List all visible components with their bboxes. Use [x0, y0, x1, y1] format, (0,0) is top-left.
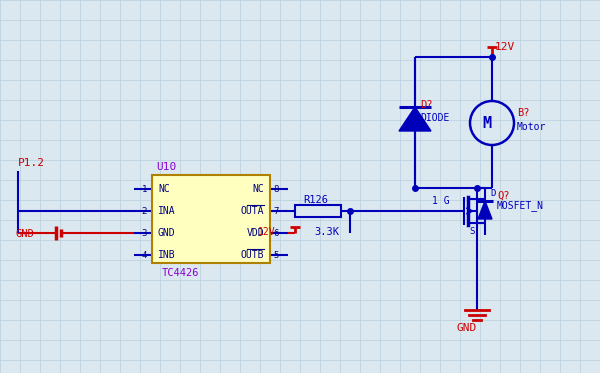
Text: R126: R126 [303, 195, 328, 205]
Text: VDD: VDD [247, 228, 264, 238]
Text: OUTB: OUTB [241, 250, 264, 260]
Text: B?: B? [517, 108, 530, 118]
Bar [295, 205, 341, 217]
Polygon shape [478, 201, 492, 219]
Bar [152, 175, 270, 263]
Text: 12V: 12V [257, 227, 275, 237]
Text: NC: NC [252, 184, 264, 194]
Text: 5: 5 [273, 251, 278, 260]
Text: NC: NC [158, 184, 170, 194]
Text: MOSFET_N: MOSFET_N [497, 201, 544, 211]
Text: D: D [490, 188, 496, 197]
Polygon shape [399, 107, 431, 131]
Text: 7: 7 [273, 207, 278, 216]
Text: 6: 6 [273, 229, 278, 238]
Text: 3: 3 [142, 229, 147, 238]
Text: 3.3K: 3.3K [314, 227, 339, 237]
Text: GND: GND [158, 228, 176, 238]
Text: INB: INB [158, 250, 176, 260]
Text: 1 G: 1 G [432, 196, 449, 206]
Text: 2: 2 [142, 207, 147, 216]
Text: Q?: Q? [497, 191, 509, 201]
Text: 1: 1 [142, 185, 147, 194]
Text: 12V: 12V [495, 42, 515, 52]
Text: GND: GND [457, 323, 477, 333]
Text: OUTA: OUTA [241, 206, 264, 216]
Text: GND: GND [16, 229, 35, 239]
Text: Motor: Motor [517, 122, 547, 132]
Text: S: S [469, 226, 475, 235]
Text: DIODE: DIODE [420, 113, 449, 123]
Text: D?: D? [420, 100, 433, 110]
Text: P1.2: P1.2 [18, 158, 45, 168]
Text: TC4426: TC4426 [162, 268, 199, 278]
Text: INA: INA [158, 206, 176, 216]
Text: M: M [482, 116, 491, 132]
Text: U10: U10 [156, 162, 176, 172]
Text: 8: 8 [273, 185, 278, 194]
Text: 4: 4 [142, 251, 147, 260]
